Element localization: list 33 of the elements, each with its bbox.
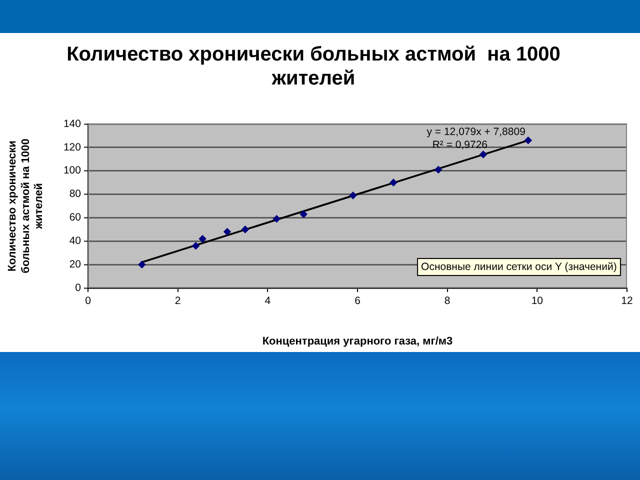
y-tick-label: 80 (69, 188, 82, 200)
point (192, 242, 200, 250)
point (198, 235, 206, 242)
point (349, 192, 357, 200)
point (480, 150, 487, 158)
y-tick-label: 140 (63, 118, 82, 130)
annotation: Основные линии сетки оси Y (значений) (421, 260, 617, 273)
chart-title: Количество хронически больных астмой на 1000 жителей (66, 44, 560, 90)
point (524, 136, 532, 144)
x-tick-label: 12 (621, 295, 633, 308)
x-tick-label: 6 (354, 295, 361, 308)
point (300, 210, 308, 218)
annotation: R² = 0,9726 (432, 138, 488, 151)
annotation: y = 12,079x + 7,8809 (426, 126, 526, 138)
y-tick-label: 40 (69, 235, 82, 248)
x-tick-label: 2 (174, 295, 181, 308)
y-tick-label: 60 (69, 212, 82, 224)
x-tick-label: 4 (264, 295, 271, 308)
y-tick-label: 100 (63, 164, 82, 177)
point (224, 228, 231, 236)
x-tick-label: 10 (531, 295, 544, 308)
y-tick-label: 0 (75, 282, 82, 294)
point (242, 226, 249, 234)
point (390, 178, 398, 186)
x-tick-label: 0 (85, 295, 92, 308)
point (138, 260, 146, 268)
x-axis-title: Концентрация угарного газа, мг/м3 (262, 335, 453, 348)
y-tick-label: 120 (63, 141, 82, 154)
point (272, 215, 280, 223)
y-tick-label: 20 (69, 258, 82, 270)
y-axis-title: Количество хронически больных астмой на 1000 жителей (6, 138, 46, 274)
point (434, 166, 442, 174)
x-tick-label: 8 (444, 295, 450, 308)
